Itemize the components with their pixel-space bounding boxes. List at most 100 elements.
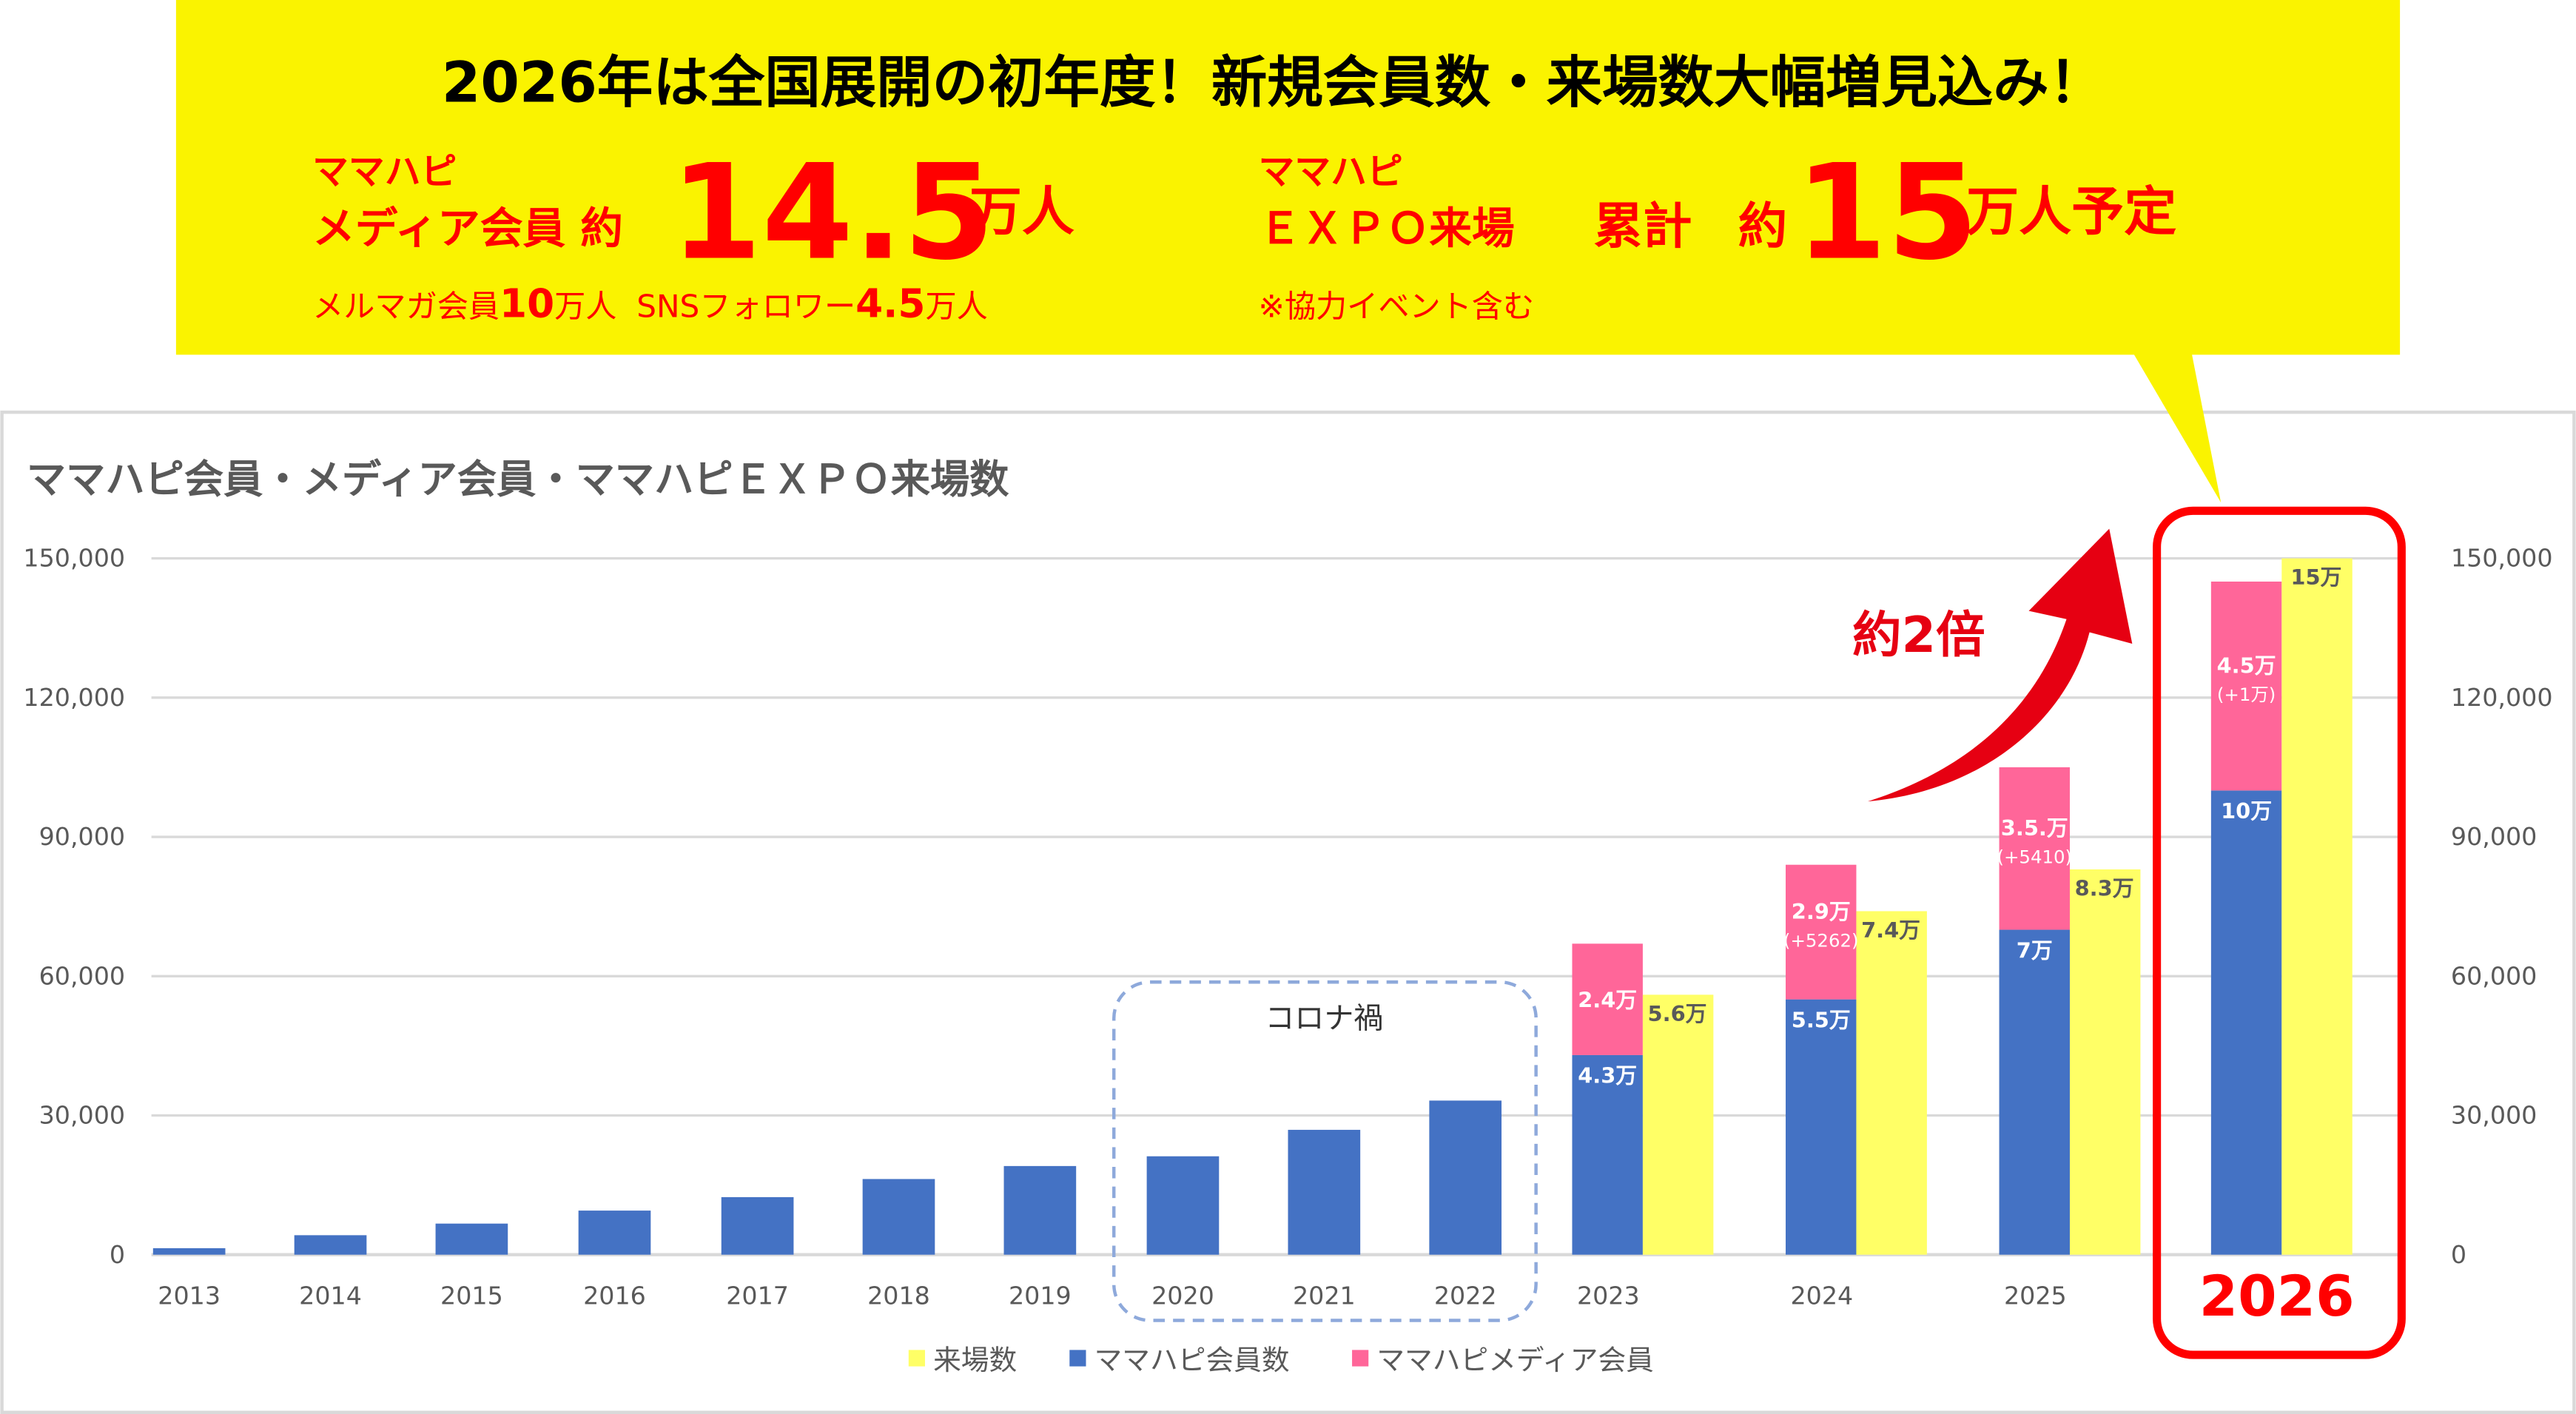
x-tick-2021: 2021 xyxy=(1293,1281,1356,1310)
right-note: ※協力イベント含む xyxy=(1259,288,1535,324)
x-tick-2013: 2013 xyxy=(158,1281,221,1310)
label-expo-2024: 7.4万 xyxy=(1861,918,1920,943)
bar-member-2022 xyxy=(1429,1100,1502,1255)
chart-title: ママハピ会員・メディア会員・ママハピＥＸＰＯ来場数 xyxy=(27,457,1009,502)
legend-swatch-expo xyxy=(908,1350,925,1367)
growth-arrow-icon xyxy=(1867,528,2133,802)
legend-label-media: ママハピメディア会員 xyxy=(1376,1344,1654,1376)
sub-sns: 万人 SNSフォロワー xyxy=(554,288,855,324)
x-tick-2024: 2024 xyxy=(1790,1281,1853,1310)
y-tick-right: 150,000 xyxy=(2451,544,2553,573)
y-axis-labels: 0 0 30,000 30,000 60,000 60,000 90,000 90,000 12… xyxy=(23,544,2552,1269)
bar-member-2018 xyxy=(862,1179,935,1255)
bars xyxy=(152,558,2353,1255)
legend-swatch-member xyxy=(1069,1350,1086,1367)
bar-member-2019 xyxy=(1003,1165,1077,1255)
double-label: 約2倍 xyxy=(1852,606,1985,664)
bar-member-2023 xyxy=(1572,1054,1643,1255)
bar-expo-2023 xyxy=(1642,994,1714,1255)
x-tick-2016: 2016 xyxy=(583,1281,646,1310)
corona-label: コロナ禍 xyxy=(1265,1001,1383,1035)
bar-member-2013 xyxy=(152,1248,226,1255)
x-tick-2022: 2022 xyxy=(1434,1281,1497,1310)
y-tick-left: 60,000 xyxy=(39,961,125,990)
label-media-2023: 2.4万 xyxy=(1578,988,1637,1013)
bar-member-2026 xyxy=(2210,790,2282,1255)
left-subline: メルマガ会員10万人 SNSフォロワー4.5万人 xyxy=(312,280,988,326)
label-media-increase-2024: (+5262) xyxy=(1783,930,1859,952)
x-tick-2017: 2017 xyxy=(726,1281,789,1310)
label-media-2026: 4.5万 xyxy=(2217,653,2276,678)
bar-expo-2026 xyxy=(2281,558,2353,1255)
x-tick-2020: 2020 xyxy=(1151,1281,1214,1310)
label-expo-2025: 8.3万 xyxy=(2075,875,2134,900)
y-tick-right: 60,000 xyxy=(2451,961,2537,990)
bar-member-2021 xyxy=(1288,1129,1361,1255)
x-axis-labels: 2013 2014 2015 2016 2017 2018 2019 2020 2021 2022… xyxy=(158,1281,2066,1310)
x-tick-2018: 2018 xyxy=(867,1281,930,1310)
left-brand: ママハピ xyxy=(312,151,457,193)
y-tick-right: 30,000 xyxy=(2451,1101,2537,1130)
bar-expo-2024 xyxy=(1856,911,1927,1255)
sub-mailmag-num: 10 xyxy=(500,280,554,326)
bar-member-2024 xyxy=(1786,999,1857,1255)
y-tick-right: 90,000 xyxy=(2451,822,2537,851)
right-cumulative: 累計 xyxy=(1593,197,1692,255)
highlight-2026-year: 2026 xyxy=(2199,1264,2355,1329)
right-expo-label: ＥＸＰＯ来場 xyxy=(1259,203,1515,253)
label-member-2023: 4.3万 xyxy=(1578,1063,1637,1088)
x-tick-2023: 2023 xyxy=(1577,1281,1640,1310)
sub-unit: 万人 xyxy=(925,288,987,324)
banner-background xyxy=(175,0,2401,355)
y-tick-left: 90,000 xyxy=(39,822,125,851)
left-unit: 万人 xyxy=(969,181,1075,243)
label-member-2026: 10万 xyxy=(2221,798,2272,824)
bar-member-2025 xyxy=(1999,929,2070,1255)
x-tick-2015: 2015 xyxy=(440,1281,503,1310)
chart-panel xyxy=(0,410,2576,1414)
legend: 来場数 ママハピ会員数 ママハピメディア会員 xyxy=(908,1344,1654,1376)
bar-media-2025 xyxy=(1999,767,2070,930)
right-big-number: 15 xyxy=(1795,135,1978,289)
left-media-label: メディア会員 約 xyxy=(312,203,623,253)
highlight-2026-box xyxy=(2153,506,2406,1359)
legend-label-member: ママハピ会員数 xyxy=(1094,1344,1290,1376)
banner-headline: 2026年は全国展開の初年度！新規会員数・来場数大幅増見込み！ xyxy=(442,50,2105,115)
label-media-2025: 3.5.万 xyxy=(2001,815,2068,841)
legend-swatch-media xyxy=(1352,1350,1369,1367)
label-media-2024: 2.9万 xyxy=(1792,899,1851,924)
label-member-2025: 7万 xyxy=(2017,937,2053,963)
y-tick-left: 0 xyxy=(110,1240,125,1269)
x-tick-2025: 2025 xyxy=(2004,1281,2067,1310)
y-tick-left: 120,000 xyxy=(23,683,125,712)
corona-period-box xyxy=(1112,980,1538,1322)
y-tick-right: 120,000 xyxy=(2451,683,2553,712)
sub-mailmag: メルマガ会員 xyxy=(312,288,500,324)
bar-media-2026 xyxy=(2210,582,2282,791)
label-media-increase-2025: (+5410) xyxy=(1997,846,2072,868)
right-brand: ママハピ xyxy=(1259,151,1403,193)
legend-label-expo: 来場数 xyxy=(933,1344,1017,1376)
sub-sns-num: 4.5 xyxy=(855,280,925,326)
bar-member-2014 xyxy=(294,1235,367,1255)
bar-member-2017 xyxy=(721,1196,794,1255)
left-big-number: 14.5 xyxy=(670,135,995,289)
bar-member-2015 xyxy=(435,1223,508,1255)
x-tick-2014: 2014 xyxy=(299,1281,362,1310)
bar-member-2016 xyxy=(578,1211,651,1255)
bar-expo-2025 xyxy=(2069,869,2141,1255)
bar-media-2023 xyxy=(1572,943,1643,1055)
x-tick-2019: 2019 xyxy=(1009,1281,1072,1310)
label-expo-2023: 5.6万 xyxy=(1648,1001,1707,1026)
bar-member-2020 xyxy=(1146,1156,1220,1255)
y-tick-right: 0 xyxy=(2451,1240,2466,1269)
label-member-2024: 5.5万 xyxy=(1792,1007,1851,1032)
y-tick-left: 30,000 xyxy=(39,1101,125,1130)
right-unit: 万人予定 xyxy=(1966,181,2176,243)
label-media-increase-2026: (+1万) xyxy=(2217,684,2276,705)
data-labels: 4.3万 2.4万 5.6万 5.5万 2.9万 (+5262) 7.4万 7万 3.5.万 (+… xyxy=(1578,565,2341,1088)
label-expo-2026: 15万 xyxy=(2290,565,2341,590)
right-approx: 約 xyxy=(1738,197,1788,255)
y-tick-left: 150,000 xyxy=(23,544,125,573)
